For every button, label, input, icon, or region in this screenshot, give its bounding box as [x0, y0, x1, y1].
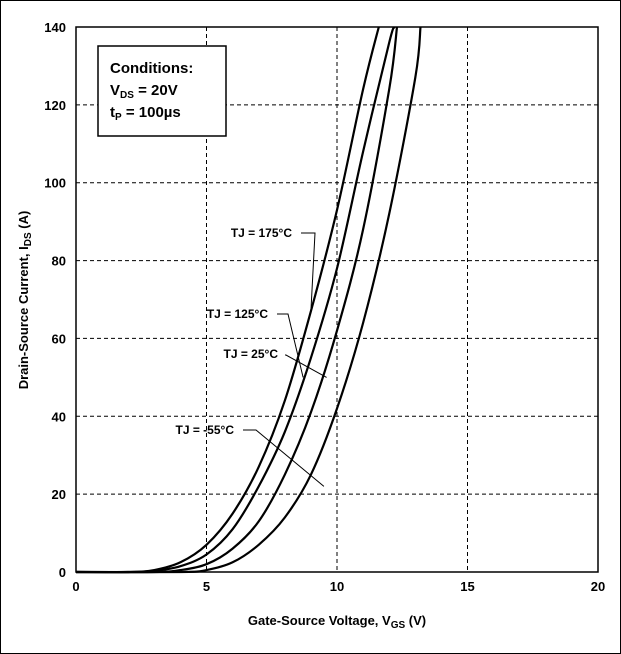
annotation-25c-leader: [285, 354, 327, 378]
conditions-vds: VDS = 20V: [110, 82, 178, 101]
series-annotations: TJ = 175°C TJ = 125°C TJ = 25°C TJ = -55°C: [176, 226, 327, 487]
tick-labels: 0 5 10 15 20 0 20 40 60 80 100 120 140: [44, 20, 605, 594]
annotation-minus55c-label: TJ = -55°C: [176, 423, 235, 437]
conditions-title: Conditions:: [110, 60, 193, 77]
series-125c-curve: [75, 26, 396, 574]
y-tick-label: 120: [44, 98, 66, 113]
annotation-minus55c-leader: [243, 429, 325, 487]
y-axis-label-unit: (A): [16, 211, 31, 233]
annotation-175c-label: TJ = 175°C: [231, 226, 293, 240]
y-axis-label-sub: DS: [23, 232, 34, 246]
annotation-125c-leader: [277, 313, 304, 378]
x-tick-label: 20: [591, 579, 605, 594]
y-axis-label: Drain-Source Current, IDS (A): [16, 211, 34, 390]
y-axis-label-main: Drain-Source Current, I: [16, 246, 31, 389]
y-tick-label: 0: [59, 565, 66, 580]
conditions-box: Conditions: VDS = 20V tP = 100µs: [97, 45, 227, 137]
y-tick-label: 100: [44, 176, 66, 191]
x-axis-label-unit: (V): [405, 613, 426, 628]
x-tick-label: 5: [203, 579, 210, 594]
y-tick-label: 80: [52, 254, 66, 269]
x-axis-label-main: Gate-Source Voltage, V: [248, 613, 391, 628]
series-minus55c-curve: [75, 26, 422, 574]
vds-main: V: [110, 82, 120, 99]
x-tick-label: 0: [72, 579, 79, 594]
y-tick-label: 60: [52, 331, 66, 346]
x-axis-label-sub: GS: [391, 620, 406, 631]
plot-area-border: [75, 26, 599, 573]
vds-sub: DS: [120, 90, 134, 101]
x-axis-label: Gate-Source Voltage, VGS (V): [248, 613, 426, 631]
x-tick-label: 10: [330, 579, 344, 594]
y-tick-label: 20: [52, 487, 66, 502]
annotation-25c-label: TJ = 25°C: [224, 347, 279, 361]
y-tick-label: 140: [44, 20, 66, 35]
conditions-box-border: [97, 45, 227, 137]
y-tick-label: 40: [52, 409, 66, 424]
conditions-tp: tP = 100µs: [110, 104, 181, 123]
series-curves: [75, 26, 422, 574]
annotation-175c-leader: [301, 232, 316, 312]
series-25c-curve: [75, 26, 399, 574]
grid-lines: [76, 27, 598, 572]
tp-value: = 100µs: [122, 104, 181, 121]
tp-main: t: [110, 104, 115, 121]
annotation-125c-label: TJ = 125°C: [207, 307, 269, 321]
x-tick-label: 15: [460, 579, 474, 594]
tp-sub: P: [115, 112, 122, 123]
vds-value: = 20V: [134, 82, 178, 99]
